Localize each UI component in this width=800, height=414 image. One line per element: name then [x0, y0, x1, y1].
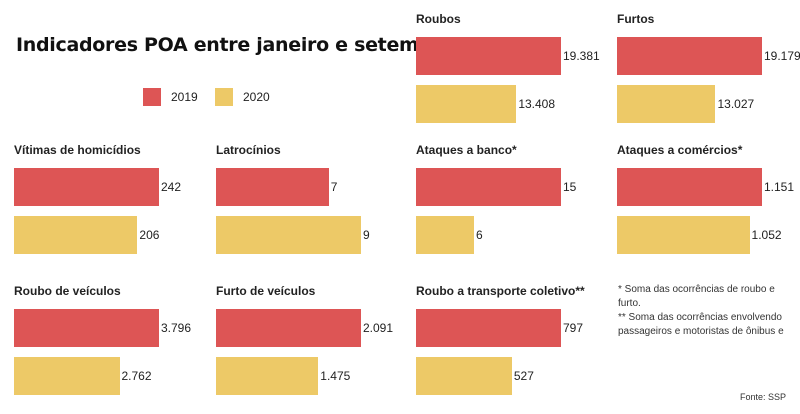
- legend-swatch-2019: [143, 88, 161, 106]
- data-label: 19.381: [563, 49, 600, 63]
- bar-2020: [617, 216, 750, 254]
- data-label: 527: [513, 369, 534, 383]
- data-label: 6: [476, 228, 483, 242]
- data-label: 3.796: [161, 321, 192, 335]
- data-label: 2.762: [121, 369, 152, 383]
- source: Fonte: SSP: [740, 392, 787, 402]
- bar-2019: [617, 37, 762, 75]
- bar-2019: [416, 168, 561, 206]
- bar-2020: [617, 85, 716, 123]
- bar-2019: [14, 309, 159, 347]
- panel-title: Roubo a transporte coletivo**: [416, 284, 585, 298]
- data-label: 2.091: [363, 321, 394, 335]
- bar-2020: [416, 357, 512, 395]
- footnote-2: ** Soma das ocorrências envolvendo passa…: [618, 312, 784, 337]
- data-label: 242: [161, 180, 182, 194]
- bar-2020: [14, 357, 120, 395]
- panel: Ataques a banco* 15 6: [416, 143, 606, 273]
- data-label: 13.408: [518, 97, 556, 111]
- legend-label: 2019: [171, 90, 198, 104]
- panel-title: Ataques a comércios*: [617, 143, 743, 157]
- bar-2019: [14, 168, 159, 206]
- bar-2020: [416, 216, 474, 254]
- panel-title: Furto de veículos: [216, 284, 316, 298]
- bar-2020: [216, 216, 361, 254]
- bar-2019: [416, 37, 561, 75]
- panel: Furto de veículos 2.091 1.475: [216, 284, 406, 414]
- panel-title: Vítimas de homicídios: [14, 143, 141, 157]
- panel: Vítimas de homicídios 242 206: [14, 143, 204, 273]
- legend-swatch-2020: [215, 88, 233, 106]
- bar-2019: [216, 309, 361, 347]
- data-label: 15: [563, 180, 577, 194]
- bar-2020: [216, 357, 319, 395]
- data-label: 1.475: [320, 369, 351, 383]
- data-label: 206: [139, 228, 160, 242]
- chart-title: Indicadores POA entre janeiro e setembro: [16, 34, 454, 56]
- footnote-1: * Soma das ocorrências de roubo e furto.: [618, 284, 775, 309]
- data-label: 13.027: [717, 97, 755, 111]
- legend-label: 2020: [243, 90, 270, 104]
- data-label: 9: [363, 228, 370, 242]
- bar-2019: [416, 309, 561, 347]
- bar-2020: [14, 216, 138, 254]
- panel-title: Furtos: [617, 12, 655, 26]
- panel: Furtos 19.179 13.027: [617, 12, 800, 142]
- panel-title: Latrocínios: [216, 143, 281, 157]
- data-label: 1.151: [764, 180, 795, 194]
- data-label: 19.179: [764, 49, 800, 63]
- legend-item-2020: 2020: [215, 88, 270, 106]
- bar-2020: [416, 85, 517, 123]
- panel: Latrocínios 7 9: [216, 143, 406, 273]
- legend-item-2019: 2019: [143, 88, 198, 106]
- bar-2019: [216, 168, 329, 206]
- data-label: 7: [330, 180, 338, 194]
- panel-title: Roubo de veículos: [14, 284, 121, 298]
- panel: Roubo a transporte coletivo** 797 527: [416, 284, 606, 414]
- bar-2019: [617, 168, 762, 206]
- panel: Ataques a comércios* 1.151 1.052: [617, 143, 800, 273]
- panel: Roubos 19.381 13.408: [416, 12, 606, 142]
- data-label: 1.052: [751, 228, 782, 242]
- data-label: 797: [563, 321, 584, 335]
- panel-title: Ataques a banco*: [416, 143, 517, 157]
- panel-title: Roubos: [416, 12, 461, 26]
- panel: Roubo de veículos 3.796 2.762: [14, 284, 204, 414]
